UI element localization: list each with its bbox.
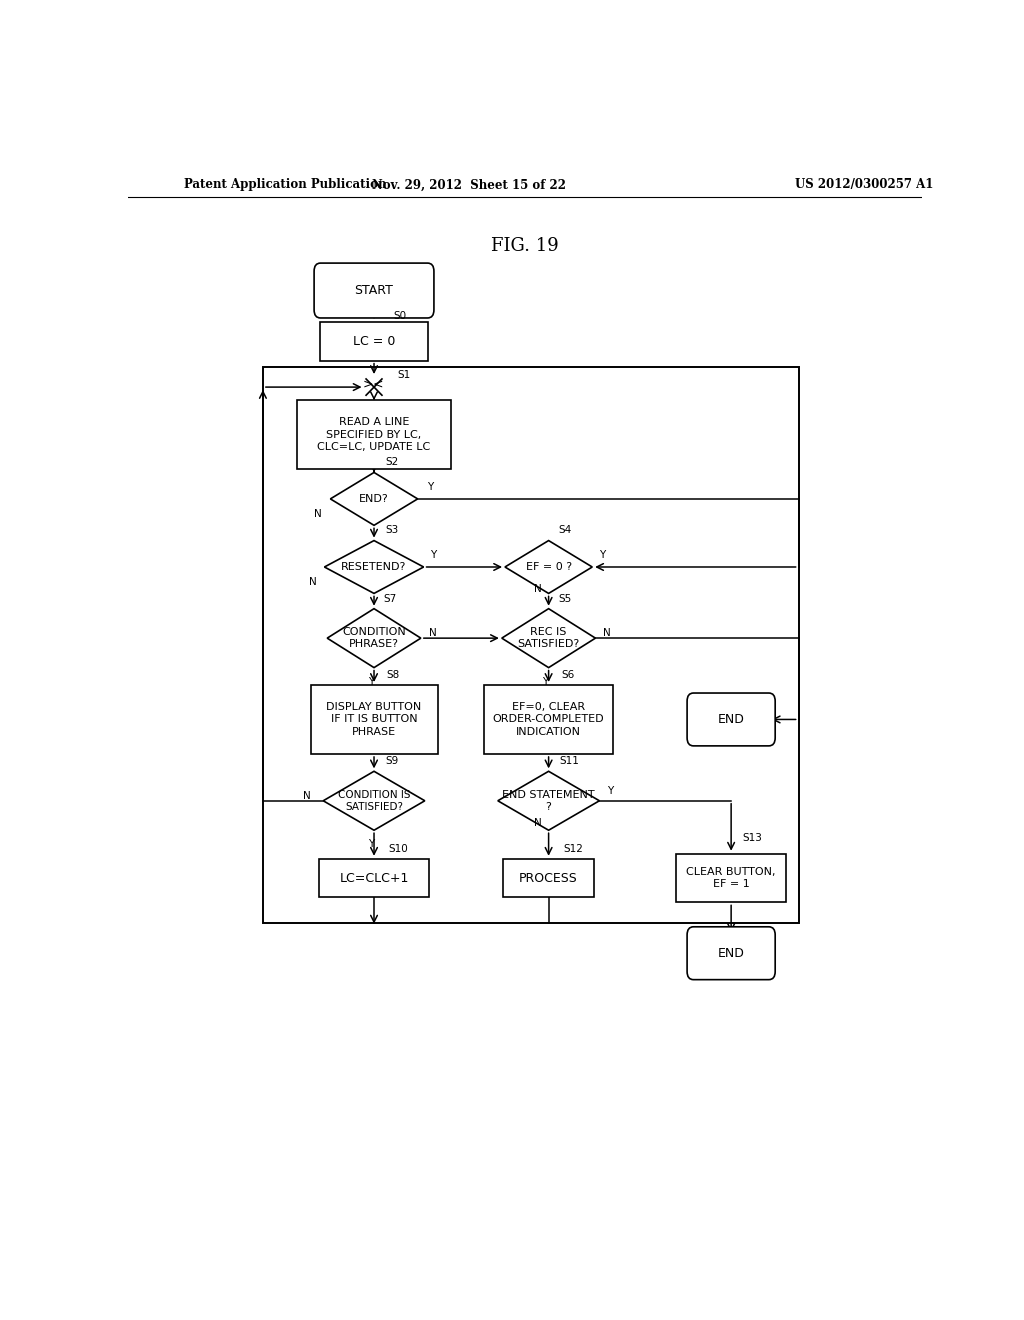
Text: N: N [303, 791, 311, 801]
Polygon shape [324, 771, 425, 830]
Text: LC=CLC+1: LC=CLC+1 [339, 871, 409, 884]
Text: CONDITION IS
SATISFIED?: CONDITION IS SATISFIED? [338, 789, 411, 812]
FancyBboxPatch shape [314, 263, 434, 318]
Text: >: > [362, 378, 373, 391]
Text: DISPLAY BUTTON
IF IT IS BUTTON
PHRASE: DISPLAY BUTTON IF IT IS BUTTON PHRASE [327, 702, 422, 737]
Bar [319, 859, 429, 898]
Text: N: N [535, 818, 542, 828]
Text: S1: S1 [397, 370, 411, 380]
Text: S7: S7 [384, 594, 396, 603]
Text: S0: S0 [394, 312, 407, 321]
Bar [484, 685, 613, 754]
Text: START: START [354, 284, 393, 297]
Text: S13: S13 [742, 833, 762, 843]
Text: EF = 0 ?: EF = 0 ? [525, 562, 571, 572]
Polygon shape [498, 771, 599, 830]
Text: S11: S11 [560, 756, 580, 766]
Text: S12: S12 [563, 843, 583, 854]
Text: Nov. 29, 2012  Sheet 15 of 22: Nov. 29, 2012 Sheet 15 of 22 [373, 178, 566, 191]
Bar [321, 322, 428, 360]
Text: Y: Y [368, 840, 374, 850]
Text: FIG. 19: FIG. 19 [490, 236, 559, 255]
Text: S5: S5 [558, 594, 571, 603]
Text: N: N [308, 577, 316, 587]
Polygon shape [325, 541, 424, 594]
Text: END: END [718, 946, 744, 960]
Text: LC = 0: LC = 0 [353, 335, 395, 348]
Text: Y: Y [427, 482, 433, 491]
Text: S8: S8 [387, 669, 400, 680]
Text: END?: END? [359, 494, 389, 504]
Bar [263, 367, 799, 923]
Text: S6: S6 [561, 669, 574, 680]
Text: Y: Y [368, 677, 374, 686]
Text: N: N [429, 628, 436, 638]
Polygon shape [331, 473, 418, 525]
Text: N: N [314, 510, 323, 519]
Bar [677, 854, 785, 903]
Text: N: N [535, 585, 542, 594]
Text: END STATEMENT
?: END STATEMENT ? [503, 789, 595, 812]
Bar [503, 859, 594, 898]
Text: S3: S3 [385, 525, 398, 536]
Text: Y: Y [430, 550, 436, 560]
Text: CLEAR BUTTON,
EF = 1: CLEAR BUTTON, EF = 1 [686, 867, 776, 890]
Text: US 2012/0300257 A1: US 2012/0300257 A1 [795, 178, 933, 191]
Text: S10: S10 [388, 843, 408, 854]
Text: <: < [373, 378, 383, 391]
Text: S9: S9 [385, 756, 398, 766]
Text: S2: S2 [385, 457, 398, 467]
Polygon shape [505, 541, 592, 594]
Text: REC IS
SATISFIED?: REC IS SATISFIED? [517, 627, 580, 649]
Text: S4: S4 [558, 525, 571, 536]
Text: RESETEND?: RESETEND? [341, 562, 407, 572]
FancyBboxPatch shape [687, 693, 775, 746]
Polygon shape [502, 609, 595, 668]
Text: Y: Y [607, 785, 613, 796]
Polygon shape [328, 609, 421, 668]
Bar [310, 685, 437, 754]
Text: Y: Y [599, 550, 605, 560]
Text: END: END [718, 713, 744, 726]
Text: Patent Application Publication: Patent Application Publication [183, 178, 386, 191]
Text: READ A LINE
SPECIFIED BY LC,
CLC=LC, UPDATE LC: READ A LINE SPECIFIED BY LC, CLC=LC, UPD… [317, 417, 431, 453]
Bar [297, 400, 452, 470]
FancyBboxPatch shape [687, 927, 775, 979]
Text: EF=0, CLEAR
ORDER-COMPLETED
INDICATION: EF=0, CLEAR ORDER-COMPLETED INDICATION [493, 702, 604, 737]
Text: PROCESS: PROCESS [519, 871, 578, 884]
Text: Y: Y [543, 677, 549, 686]
Text: CONDITION
PHRASE?: CONDITION PHRASE? [342, 627, 406, 649]
Text: N: N [603, 628, 611, 638]
